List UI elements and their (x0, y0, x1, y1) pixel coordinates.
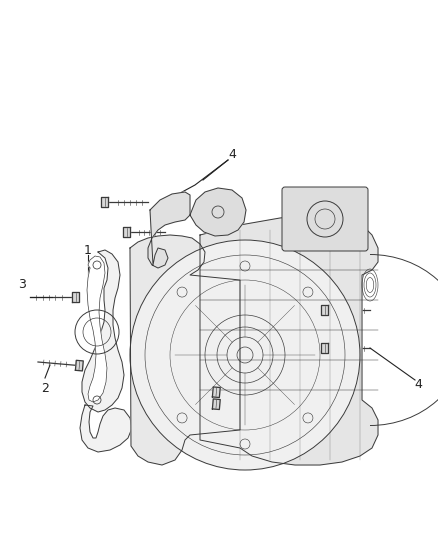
Text: 3: 3 (271, 401, 279, 415)
Polygon shape (321, 343, 328, 353)
Polygon shape (87, 256, 107, 402)
Polygon shape (200, 215, 378, 465)
Polygon shape (212, 399, 220, 409)
Polygon shape (101, 197, 108, 207)
Polygon shape (321, 305, 328, 315)
Polygon shape (80, 405, 132, 452)
Polygon shape (82, 250, 124, 412)
Text: 4: 4 (414, 378, 422, 392)
Polygon shape (130, 235, 240, 465)
FancyBboxPatch shape (282, 187, 368, 251)
Text: 1: 1 (84, 244, 92, 256)
Polygon shape (123, 227, 130, 237)
Circle shape (130, 240, 360, 470)
Polygon shape (148, 192, 190, 268)
Polygon shape (190, 188, 246, 236)
Text: 3: 3 (18, 279, 26, 292)
Polygon shape (212, 387, 220, 398)
Polygon shape (72, 292, 79, 302)
Text: 4: 4 (228, 149, 236, 161)
Polygon shape (75, 360, 83, 371)
Text: 2: 2 (41, 382, 49, 394)
